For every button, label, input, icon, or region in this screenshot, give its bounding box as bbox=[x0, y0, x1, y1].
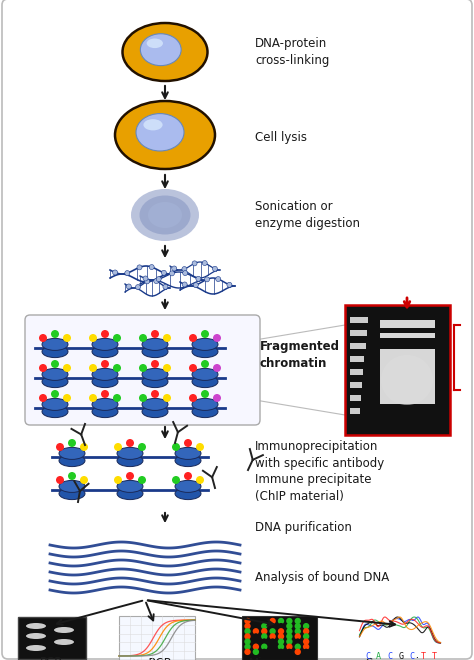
Circle shape bbox=[172, 443, 180, 451]
Circle shape bbox=[269, 644, 276, 650]
Circle shape bbox=[244, 628, 251, 634]
Bar bbox=[380, 349, 435, 404]
Bar bbox=[380, 333, 435, 338]
Circle shape bbox=[261, 633, 267, 640]
Circle shape bbox=[261, 644, 267, 650]
Circle shape bbox=[63, 364, 71, 372]
Circle shape bbox=[294, 618, 301, 624]
Bar bbox=[350, 395, 361, 401]
Circle shape bbox=[227, 282, 232, 287]
Ellipse shape bbox=[42, 376, 68, 387]
Circle shape bbox=[294, 633, 301, 640]
Circle shape bbox=[39, 334, 47, 342]
Ellipse shape bbox=[59, 455, 85, 467]
Bar bbox=[243, 616, 318, 660]
Circle shape bbox=[172, 266, 177, 271]
Bar bbox=[350, 330, 367, 336]
Circle shape bbox=[244, 649, 251, 655]
Circle shape bbox=[244, 623, 251, 630]
Text: T: T bbox=[421, 652, 426, 660]
Circle shape bbox=[261, 618, 267, 624]
Circle shape bbox=[286, 649, 292, 655]
Ellipse shape bbox=[42, 406, 68, 418]
Circle shape bbox=[189, 364, 197, 372]
Ellipse shape bbox=[192, 376, 218, 387]
Circle shape bbox=[39, 364, 47, 372]
Circle shape bbox=[162, 271, 166, 275]
Circle shape bbox=[151, 360, 159, 368]
Ellipse shape bbox=[140, 34, 181, 65]
Circle shape bbox=[286, 618, 292, 624]
Circle shape bbox=[294, 623, 301, 630]
Bar bbox=[350, 343, 365, 349]
Circle shape bbox=[216, 277, 221, 282]
Circle shape bbox=[261, 649, 267, 655]
Bar bbox=[350, 369, 363, 375]
Circle shape bbox=[202, 261, 207, 265]
Text: Fragmented
chromatin: Fragmented chromatin bbox=[260, 340, 340, 370]
Bar bbox=[350, 408, 360, 414]
Circle shape bbox=[163, 364, 171, 372]
Circle shape bbox=[201, 330, 209, 338]
Ellipse shape bbox=[192, 399, 218, 411]
Circle shape bbox=[113, 270, 118, 275]
Circle shape bbox=[149, 265, 154, 269]
Circle shape bbox=[294, 649, 301, 655]
Circle shape bbox=[63, 394, 71, 402]
Text: A: A bbox=[376, 652, 381, 660]
Ellipse shape bbox=[92, 406, 118, 418]
Circle shape bbox=[303, 644, 310, 650]
Ellipse shape bbox=[42, 368, 68, 380]
Circle shape bbox=[244, 644, 251, 650]
Circle shape bbox=[278, 633, 284, 640]
Bar bbox=[350, 356, 365, 362]
Circle shape bbox=[89, 364, 97, 372]
Circle shape bbox=[244, 638, 251, 645]
Circle shape bbox=[182, 267, 187, 271]
Circle shape bbox=[269, 623, 276, 630]
Circle shape bbox=[253, 618, 259, 624]
Circle shape bbox=[189, 394, 197, 402]
Circle shape bbox=[143, 276, 148, 281]
Ellipse shape bbox=[192, 339, 218, 350]
Circle shape bbox=[80, 443, 88, 451]
Circle shape bbox=[294, 644, 301, 650]
Text: Immune precipitate
(ChIP material): Immune precipitate (ChIP material) bbox=[255, 473, 372, 503]
Ellipse shape bbox=[148, 202, 182, 228]
Circle shape bbox=[137, 265, 142, 270]
Circle shape bbox=[278, 644, 284, 650]
Text: DNA purification: DNA purification bbox=[255, 521, 352, 535]
Text: C: C bbox=[387, 652, 392, 660]
Circle shape bbox=[80, 476, 88, 484]
Circle shape bbox=[269, 633, 276, 640]
Ellipse shape bbox=[142, 406, 168, 418]
Text: G: G bbox=[399, 652, 403, 660]
Circle shape bbox=[278, 649, 284, 655]
Circle shape bbox=[278, 628, 284, 634]
Circle shape bbox=[213, 394, 221, 402]
Bar bbox=[345, 305, 450, 435]
Bar bbox=[350, 317, 368, 323]
Bar bbox=[350, 382, 362, 388]
Circle shape bbox=[286, 638, 292, 645]
Circle shape bbox=[89, 334, 97, 342]
Text: qPCR: qPCR bbox=[142, 657, 173, 660]
Text: Sequencing: Sequencing bbox=[365, 657, 435, 660]
Circle shape bbox=[114, 476, 122, 484]
Ellipse shape bbox=[175, 447, 201, 459]
Ellipse shape bbox=[175, 488, 201, 500]
Text: Sonication or
enzyme digestion: Sonication or enzyme digestion bbox=[255, 200, 360, 230]
Bar bbox=[380, 320, 435, 328]
Circle shape bbox=[126, 439, 134, 447]
Circle shape bbox=[182, 282, 187, 287]
Circle shape bbox=[184, 439, 192, 447]
Circle shape bbox=[269, 628, 276, 634]
Circle shape bbox=[253, 638, 259, 645]
Bar bbox=[18, 617, 86, 659]
Ellipse shape bbox=[175, 455, 201, 467]
Ellipse shape bbox=[26, 623, 46, 629]
Circle shape bbox=[126, 284, 131, 289]
Circle shape bbox=[269, 618, 276, 624]
Circle shape bbox=[51, 390, 59, 398]
